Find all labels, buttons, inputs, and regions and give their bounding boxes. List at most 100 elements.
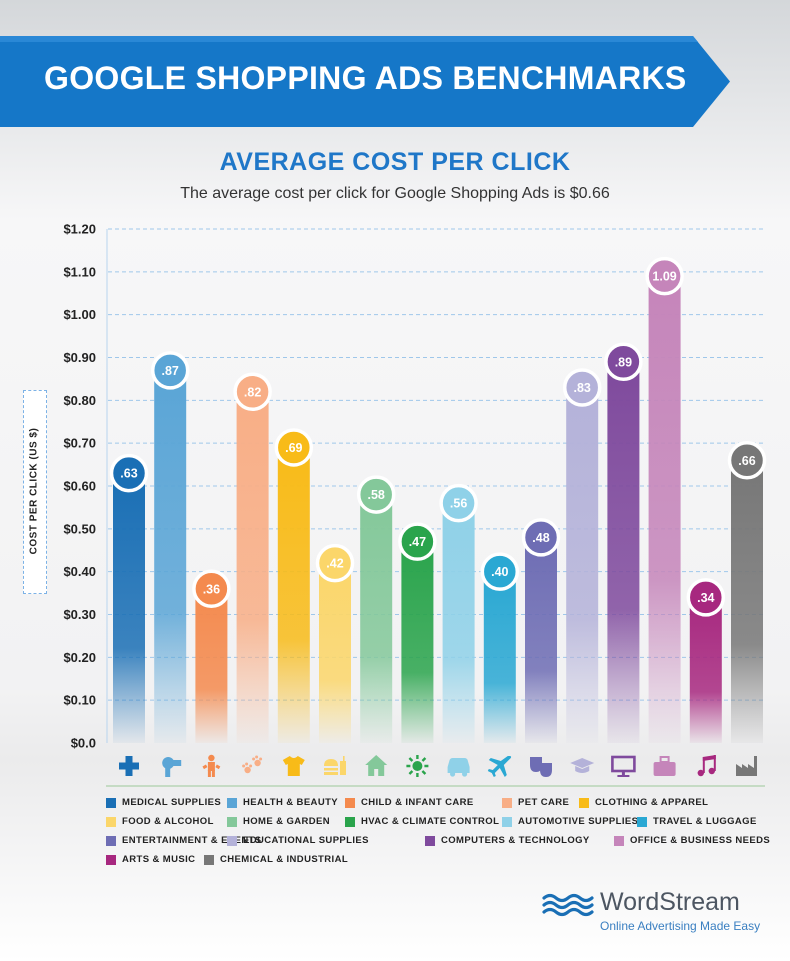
legend-item: CHILD & INFANT CARE (345, 797, 474, 808)
y-tick-label: $0.60 (63, 479, 96, 494)
legend-item: HEALTH & BEAUTY (227, 797, 338, 808)
bar (319, 563, 351, 743)
data-label-badge (356, 475, 396, 514)
data-label-badge (233, 372, 272, 412)
t-shirt-icon (282, 756, 305, 776)
legend-label: HEALTH & BEAUTY (243, 797, 339, 808)
legend-label: PET CARE (518, 797, 570, 808)
computer-monitor-icon (611, 755, 636, 777)
legend-swatch (204, 854, 214, 865)
legend-swatch (106, 816, 116, 827)
data-label-badge (645, 256, 684, 296)
music-note-icon (697, 755, 716, 777)
y-tick-label: $0.30 (63, 607, 96, 622)
legend-label: CHILD & INFANT CARE (361, 797, 474, 808)
legend-swatch (345, 816, 355, 827)
y-tick-label: $1.20 (63, 222, 96, 237)
y-tick-label: $0.20 (63, 650, 96, 665)
legend-item: COMPUTERS & TECHNOLOGY (425, 835, 590, 846)
legend-item: ARTS & MUSIC (106, 854, 195, 865)
legend-swatch (106, 835, 116, 846)
legend-swatch (502, 816, 512, 827)
bar (277, 447, 310, 743)
legend-label: AUTOMOTIVE SUPPLIES (518, 816, 639, 827)
bar (525, 537, 557, 743)
bar (731, 460, 763, 743)
legend-label: COMPUTERS & TECHNOLOGY (441, 835, 590, 846)
legend-label: CLOTHING & APPAREL (595, 797, 709, 808)
legend-item: FOOD & ALCOHOL (106, 816, 214, 827)
legend-swatch (425, 835, 435, 846)
legend-label: HOME & GARDEN (243, 816, 331, 827)
legend-label: HVAC & CLIMATE CONTROL (361, 816, 500, 827)
legend-item: HVAC & CLIMATE CONTROL (345, 816, 499, 827)
chart-legend: MEDICAL SUPPLIES HEALTH & BEAUTY CHILD & I… (106, 797, 786, 877)
data-label: .66 (738, 454, 755, 468)
food-drink-icon (324, 756, 346, 775)
child-icon (202, 754, 221, 777)
bar-chart: $0.0 $0.10 $0.20 $0.30 $0.40 $0.50 $0.60 $0.70 $… (63, 222, 767, 787)
data-label: .87 (162, 364, 179, 378)
data-label-badge (109, 453, 149, 493)
brand-tagline: Online Advertising Made Easy (600, 919, 761, 933)
legend-swatch (227, 835, 237, 846)
briefcase-icon (653, 756, 676, 776)
y-axis-label-box (23, 390, 47, 594)
bar (195, 588, 228, 743)
data-label-badge (150, 351, 190, 390)
paw-prints-icon (242, 755, 263, 774)
bar (154, 370, 187, 743)
data-label: .56 (450, 497, 467, 511)
legend-swatch (502, 797, 512, 808)
bar (689, 597, 722, 743)
legend-item: MEDICAL SUPPLIES (106, 797, 221, 808)
data-label: .40 (491, 565, 508, 579)
legend-label: TRAVEL & LUGGAGE (653, 816, 757, 827)
data-label: .34 (697, 591, 714, 605)
y-tick-label: $0.80 (63, 393, 96, 408)
bar (483, 571, 516, 743)
data-label: .58 (368, 488, 385, 502)
wordstream-logo-icon (542, 893, 594, 917)
data-label: .83 (574, 381, 591, 395)
banner-title: GOOGLE SHOPPING ADS BENCHMARKS (44, 60, 687, 96)
legend-item: PET CARE (502, 797, 569, 808)
y-tick-label: $0.90 (63, 350, 96, 365)
y-tick-label: $0.40 (63, 564, 96, 579)
house-icon (365, 755, 388, 776)
legend-swatch (227, 816, 237, 827)
legend-item: TRAVEL & LUGGAGE (637, 816, 757, 827)
data-label: .63 (120, 467, 137, 481)
legend-swatch (614, 835, 624, 846)
bar (401, 541, 434, 743)
factory-icon (736, 756, 757, 776)
data-label: .89 (615, 355, 632, 369)
bar (236, 391, 269, 743)
legend-label: OFFICE & BUSINESS NEEDS (630, 835, 771, 846)
y-tick-label: $0.10 (63, 693, 96, 708)
data-label-badge (521, 518, 561, 557)
chart-subtitle: The average cost per click for Google Sh… (180, 185, 610, 202)
data-label: .69 (285, 441, 302, 455)
data-label: .36 (203, 582, 220, 596)
data-label-badge (274, 428, 314, 467)
legend-label: EDUCATIONAL SUPPLIES (243, 835, 369, 846)
medical-cross-icon (119, 756, 139, 776)
y-tick-label: $0.50 (63, 521, 96, 536)
data-label-badge (192, 569, 231, 609)
data-label: 1.09 (652, 270, 676, 284)
data-label-badge (315, 543, 355, 583)
brand-name: WordStream (600, 888, 740, 916)
legend-swatch (345, 797, 355, 808)
title-banner (0, 36, 730, 127)
y-tick-label: $1.10 (63, 264, 96, 279)
legend-swatch (227, 797, 237, 808)
bar (442, 503, 475, 743)
hair-dryer-icon (162, 757, 182, 777)
legend-swatch (637, 816, 647, 827)
legend-label: MEDICAL SUPPLIES (122, 797, 222, 808)
data-label-badge (686, 578, 726, 617)
bar (113, 473, 145, 743)
legend-label: FOOD & ALCOHOL (122, 816, 214, 827)
bar (566, 387, 599, 743)
